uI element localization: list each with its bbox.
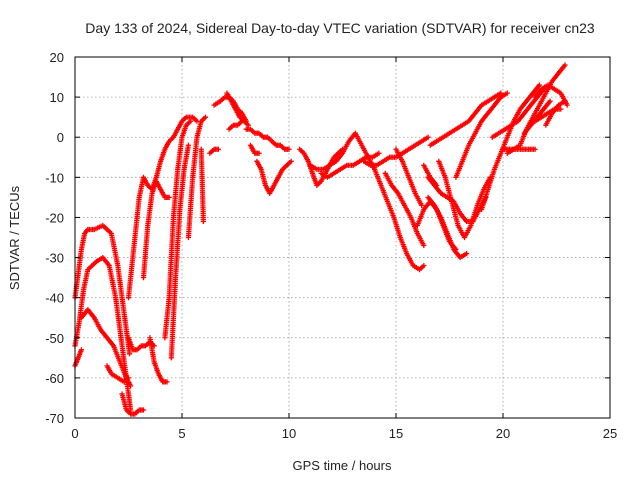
x-axis-label: GPS time / hours <box>293 458 392 473</box>
y-tick-label: -70 <box>45 411 64 426</box>
y-tick-label: -60 <box>45 371 64 386</box>
series-track-19 <box>243 126 292 152</box>
series-track-37 <box>489 86 547 140</box>
series-track-06 <box>119 391 147 417</box>
series-track-20 <box>247 142 262 156</box>
data-point-marker <box>419 202 425 209</box>
y-tick-label: -30 <box>45 251 64 266</box>
chart-title: Day 133 of 2024, Sidereal Day-to-day VTE… <box>85 20 595 36</box>
plot-frame <box>74 56 611 419</box>
data-point-marker <box>239 118 245 124</box>
data-point-marker <box>562 62 568 68</box>
data-point-marker <box>286 146 292 152</box>
series-track-18 <box>226 118 245 132</box>
series-track-03 <box>72 347 85 369</box>
series-track-15 <box>198 146 206 225</box>
series-track-09 <box>140 178 172 281</box>
data-point-marker <box>421 262 427 269</box>
y-axis-ticks: 20 10 0 -10 -20 -30 -40 -50 -60 -70 <box>45 50 610 426</box>
series-track-24 <box>318 150 382 180</box>
data-point-marker <box>185 142 192 148</box>
data-point-marker <box>78 347 85 353</box>
y-tick-label: 20 <box>50 50 64 65</box>
y-tick-label: -20 <box>45 210 64 225</box>
data-point-marker <box>564 102 570 108</box>
data-point-marker <box>125 375 132 381</box>
data-point-marker <box>126 351 133 357</box>
data-point-marker <box>164 379 170 385</box>
series-track-17 <box>224 90 251 128</box>
series-track-43 <box>543 98 568 128</box>
series-track-26 <box>372 166 427 273</box>
data-point-marker <box>288 158 294 164</box>
series-track-33 <box>436 158 493 241</box>
data-point-marker <box>464 250 470 257</box>
y-tick-label: -50 <box>45 331 64 346</box>
series-track-08 <box>125 114 200 301</box>
x-tick-label: 25 <box>603 426 617 441</box>
series-track-35 <box>453 90 510 180</box>
x-tick-label: 10 <box>282 426 296 441</box>
series-track-36 <box>479 82 542 213</box>
x-tick-label: 5 <box>178 426 185 441</box>
x-tick-label: 15 <box>389 426 403 441</box>
series-track-27 <box>382 170 427 249</box>
data-point-marker <box>562 98 568 104</box>
series-track-12 <box>168 142 192 361</box>
data-point-marker <box>421 242 427 249</box>
y-tick-label: 10 <box>50 90 64 105</box>
data-point-marker <box>376 150 382 156</box>
data-point-marker <box>532 146 538 152</box>
data-point-marker <box>128 383 134 389</box>
series-track-02 <box>72 254 134 413</box>
data-point-marker <box>166 194 172 200</box>
series-track-28 <box>393 146 425 209</box>
y-tick-label: 0 <box>57 130 64 145</box>
series-track-34 <box>427 90 504 148</box>
data-point-marker <box>504 90 510 96</box>
data-point-marker <box>200 218 206 225</box>
data-marks <box>72 62 570 417</box>
series-track-10 <box>147 335 170 385</box>
x-tick-label: 0 <box>71 426 78 441</box>
x-tick-label: 20 <box>496 426 510 441</box>
series-track-39 <box>500 146 538 152</box>
series-track-13 <box>185 114 209 241</box>
data-point-marker <box>140 407 147 413</box>
series-track-04 <box>78 307 134 389</box>
data-point-marker <box>256 150 262 156</box>
data-point-marker <box>245 122 251 128</box>
series-track-07 <box>125 335 157 353</box>
data-point-marker <box>425 134 431 140</box>
series-track-21 <box>254 158 294 196</box>
y-tick-label: -40 <box>45 291 64 306</box>
series-track-30 <box>421 162 440 188</box>
series-track-05 <box>104 363 132 385</box>
data-point-marker <box>202 114 209 120</box>
x-axis-ticks: 0 5 10 15 20 25 <box>71 57 617 441</box>
data-point-marker <box>187 118 194 124</box>
data-point-marker <box>536 82 542 88</box>
series-track-31 <box>425 194 470 261</box>
data-point-marker <box>215 146 221 152</box>
series-track-11 <box>162 118 194 341</box>
y-axis-label: SDTVAR / TECUs <box>7 185 22 290</box>
y-tick-label: -10 <box>45 170 64 185</box>
series-track-14 <box>207 146 221 156</box>
data-point-marker <box>558 106 564 112</box>
data-point-marker <box>547 98 553 104</box>
